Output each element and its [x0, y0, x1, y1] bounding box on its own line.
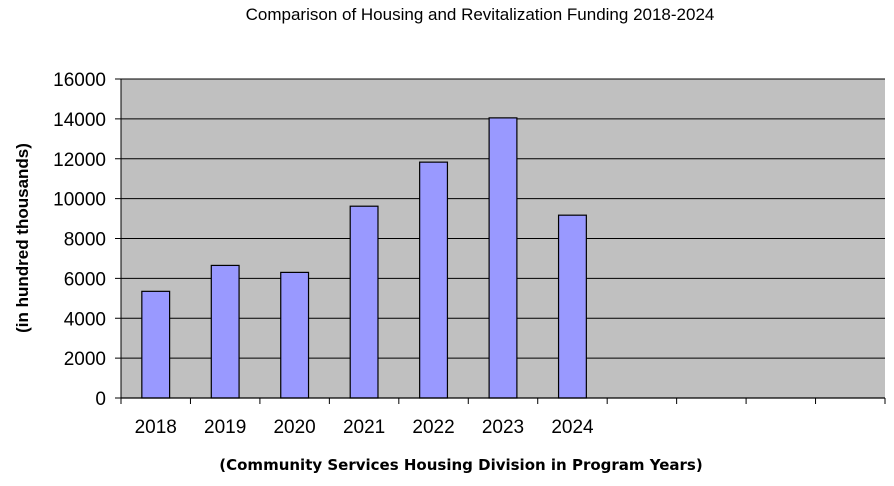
x-tick-label-2022: 2022 [412, 417, 454, 438]
y-axis-label: (in hundred thousands) [13, 143, 32, 333]
y-tick-label: 2000 [64, 349, 106, 370]
y-tick-label: 16000 [53, 70, 106, 91]
y-tick-label: 10000 [53, 190, 106, 211]
axes [115, 78, 886, 404]
y-tick-label: 12000 [53, 150, 106, 171]
y-tick-label: 4000 [64, 309, 106, 330]
x-tick-label-2023: 2023 [482, 417, 524, 438]
x-tick-label-2019: 2019 [204, 417, 246, 438]
bar-2019 [210, 264, 240, 399]
y-tick-label: 0 [95, 389, 106, 410]
x-tick-label-2020: 2020 [273, 417, 315, 438]
y-tick-label: 14000 [53, 110, 106, 131]
bar-2021 [349, 205, 379, 399]
x-axis-label: (Community Services Housing Division in … [219, 456, 702, 474]
bar-2024 [557, 214, 587, 399]
y-tick-label: 8000 [64, 230, 106, 251]
x-tick-labels: 2018 2019 2020 2021 2022 2023 2024 [135, 417, 594, 438]
bar-2018 [141, 290, 171, 399]
y-tick-labels: 0 2000 4000 6000 8000 10000 12000 14000 16000 [53, 70, 106, 410]
bar-2022 [419, 161, 449, 399]
y-tick-label: 6000 [64, 269, 106, 290]
x-tick-label-2021: 2021 [343, 417, 385, 438]
x-tick-label-2024: 2024 [551, 417, 594, 438]
x-tick-label-2018: 2018 [135, 417, 177, 438]
bar-2023 [488, 117, 518, 399]
bars [141, 117, 587, 399]
chart-title: Comparison of Housing and Revitalization… [246, 5, 715, 24]
bar-2020 [280, 271, 310, 399]
